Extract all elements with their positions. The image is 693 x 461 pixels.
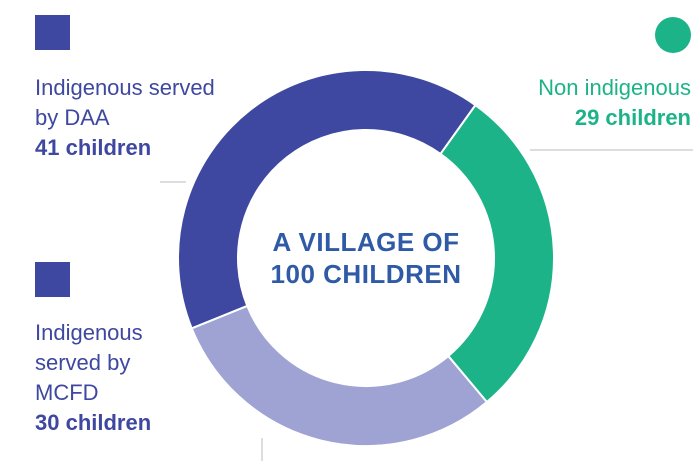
value-label: 41 children (35, 135, 152, 160)
category-label: Indigenous served by MCFD (35, 320, 143, 405)
legend-swatch (35, 15, 70, 50)
donut-segment (177, 69, 477, 330)
value-label: 29 children (574, 105, 691, 130)
category-label: Indigenous served by DAA (35, 75, 215, 130)
label-group: Indigenous served by MCFD 30 children (35, 318, 175, 438)
category-label: Non indigenous (538, 75, 691, 100)
donut-segment (439, 103, 555, 404)
label-group: Non indigenous 29 children (538, 73, 691, 133)
value-label: 30 children (35, 410, 152, 435)
legend-swatch (35, 262, 70, 297)
chart-title: A VILLAGE OF 100 CHILDREN (270, 227, 462, 289)
donut-segment (190, 304, 489, 447)
label-group: Indigenous served by DAA 41 children (35, 73, 240, 163)
legend-swatch (655, 17, 691, 53)
